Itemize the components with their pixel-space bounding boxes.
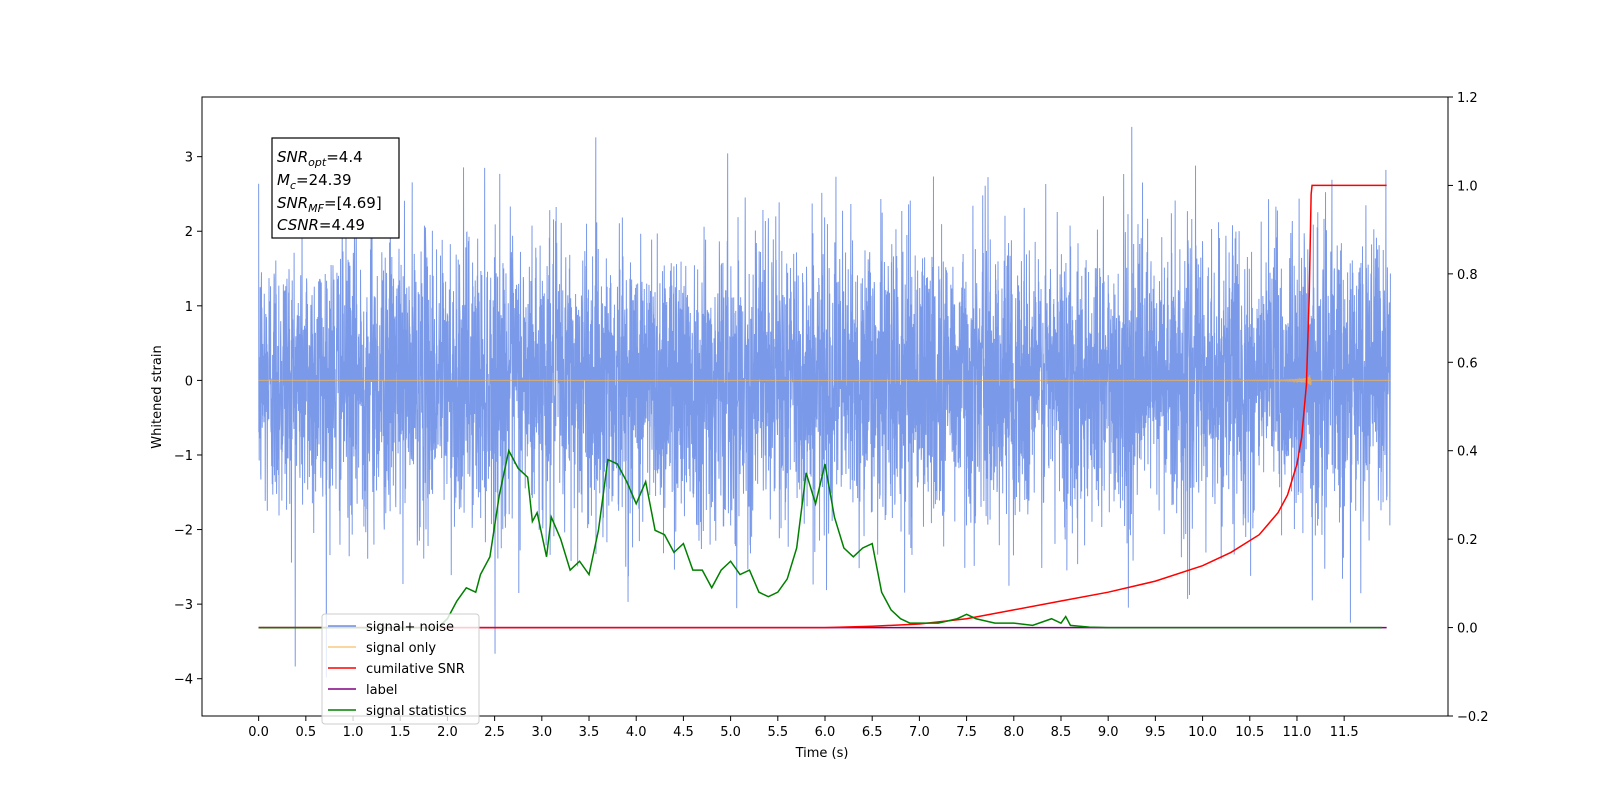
legend: signal+ noise signal only cumilative SNR… bbox=[321, 613, 480, 725]
legend-label: label bbox=[366, 683, 397, 698]
x-tick-label: 0.5 bbox=[295, 725, 316, 740]
annotation-csnr: CSNR=4.49 bbox=[277, 216, 365, 234]
y-tick-label: 0 bbox=[185, 374, 193, 389]
series-signal-noise bbox=[258, 126, 1391, 678]
y-tick-label: −4 bbox=[174, 673, 193, 688]
x-tick-label: 5.0 bbox=[720, 725, 741, 740]
legend-item-cumulative-snr: cumilative SNR bbox=[328, 662, 465, 677]
annotation-snr-mf: SNRMF=[4.69] bbox=[277, 194, 382, 215]
x-tick-label: 8.0 bbox=[1003, 725, 1024, 740]
y-tick-label: 2 bbox=[185, 225, 193, 240]
y-tick-label: −3 bbox=[174, 598, 193, 613]
series-cumulative-snr bbox=[258, 184, 1387, 629]
x-tick-label: 6.0 bbox=[815, 725, 836, 740]
annotation-box: SNRopt=4.4 Mc=24.39 SNRMF=[4.69] CSNR=4.… bbox=[271, 137, 400, 239]
annotation-frame bbox=[271, 137, 400, 239]
legend-item-signal-statistics: signal statistics bbox=[328, 704, 467, 719]
x-tick-label: 7.0 bbox=[909, 725, 930, 740]
y-tick-label: 1 bbox=[185, 300, 193, 315]
y2-tick-label: 1.2 bbox=[1457, 91, 1478, 106]
annotation-snr-opt: SNRopt=4.4 bbox=[277, 148, 363, 169]
y2-tick-label: 0.2 bbox=[1457, 533, 1478, 548]
x-tick-label: 10.0 bbox=[1188, 725, 1217, 740]
x-tick-label: 9.0 bbox=[1098, 725, 1119, 740]
x-tick-label: 5.5 bbox=[767, 725, 788, 740]
y2-tick-label: 0.6 bbox=[1457, 356, 1478, 371]
series-signal-only bbox=[258, 374, 1391, 386]
y2-tick-label: 0.8 bbox=[1457, 268, 1478, 283]
y2-tick-label: −0.2 bbox=[1457, 710, 1489, 725]
y-tick-label: 3 bbox=[185, 151, 193, 166]
x-tick-label: 3.5 bbox=[579, 725, 600, 740]
x-tick-label: 8.5 bbox=[1051, 725, 1072, 740]
y-tick-label: −2 bbox=[174, 524, 193, 539]
x-tick-label: 4.0 bbox=[626, 725, 647, 740]
x-axis-label: Time (s) bbox=[795, 746, 849, 761]
x-tick-label: 7.5 bbox=[956, 725, 977, 740]
annotation-mc: Mc=24.39 bbox=[277, 171, 352, 192]
x-tick-label: 9.5 bbox=[1145, 725, 1166, 740]
x-tick-label: 1.5 bbox=[390, 725, 411, 740]
y-tick-label: −1 bbox=[174, 449, 193, 464]
x-tick-label: 11.5 bbox=[1330, 725, 1359, 740]
x-tick-label: 3.0 bbox=[531, 725, 552, 740]
legend-item-label: label bbox=[328, 683, 397, 698]
axes: 0.0 0.5 1.0 1.5 2.0 2.5 3.0 3.5 4.0 4.5 5.0 5.5 6.0 6… bbox=[174, 91, 1489, 740]
x-tick-label: 1.0 bbox=[343, 725, 364, 740]
legend-item-signal-only: signal only bbox=[328, 641, 436, 656]
y-axis-label: Whitened strain bbox=[150, 345, 165, 448]
x-tick-label: 2.0 bbox=[437, 725, 458, 740]
x-tick-label: 0.0 bbox=[248, 725, 269, 740]
legend-frame bbox=[321, 613, 480, 725]
x-tick-label: 6.5 bbox=[862, 725, 883, 740]
x-tick-label: 11.0 bbox=[1282, 725, 1311, 740]
y2-tick-label: 1.0 bbox=[1457, 179, 1478, 194]
y2-tick-label: 0.0 bbox=[1457, 622, 1478, 637]
x-tick-label: 10.5 bbox=[1235, 725, 1264, 740]
legend-item-signal-noise: signal+ noise bbox=[328, 620, 454, 635]
y2-tick-label: 0.4 bbox=[1457, 445, 1478, 460]
legend-label: signal statistics bbox=[366, 704, 467, 719]
x-tick-label: 2.5 bbox=[484, 725, 505, 740]
legend-label: signal only bbox=[366, 641, 436, 656]
legend-label: signal+ noise bbox=[366, 620, 454, 635]
series-signal-statistics bbox=[258, 448, 1382, 629]
legend-label: cumilative SNR bbox=[366, 662, 465, 677]
x-tick-label: 4.5 bbox=[673, 725, 694, 740]
